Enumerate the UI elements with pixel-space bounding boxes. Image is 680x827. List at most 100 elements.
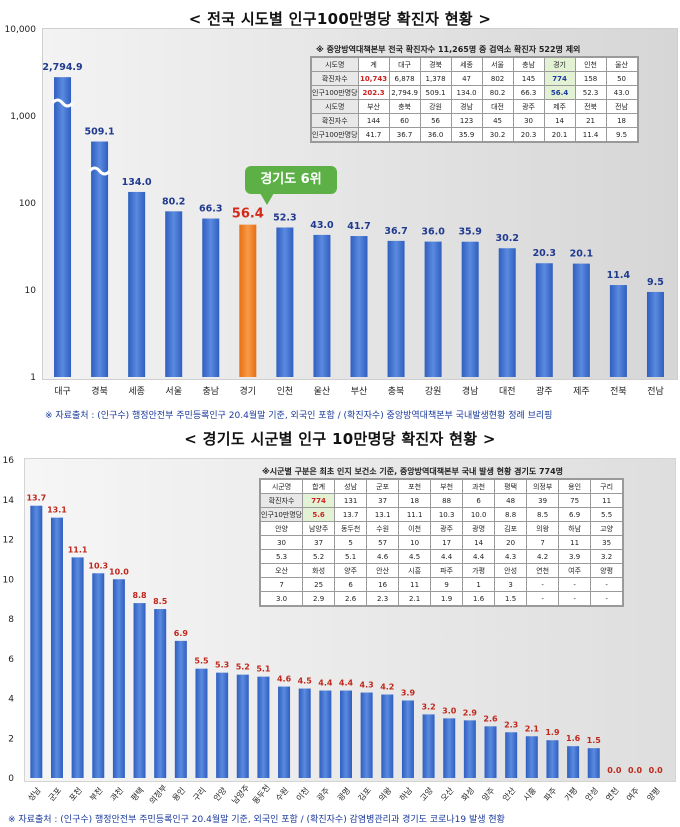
table-cell: 안성 [494,563,528,578]
data-label: 4.3 [360,681,374,690]
table-cell: 평택 [494,479,528,494]
table-cell: 광주 [430,521,464,536]
data-label: 11.1 [68,545,88,554]
table-cell: 25 [302,577,336,592]
table-cell: 3.0 [259,591,304,606]
data-label: 43.0 [310,220,334,231]
table-cell: - [558,591,592,606]
data-label: 36.0 [421,227,445,238]
table-row: 시도명 계 대구 경북 세종 서울 충남 경기 인천 울산 [311,57,638,72]
data-label: 56.4 [232,207,264,222]
table-cell: 11 [558,535,592,550]
table-cell: 9.5 [605,127,638,142]
table-row: 인구100만명당 41.7 36.7 36.0 35.9 30.2 20.3 20.1 11.4… [311,127,638,142]
data-label: 4.6 [277,675,292,684]
table-cell: 1.5 [494,591,528,606]
table-cell: 인구100만명당 [311,85,359,100]
table-cell: 5.2 [302,549,336,564]
table-cell: 2.9 [302,591,336,606]
table-cell: 2.1 [398,591,432,606]
table-cell: 2.3 [366,591,400,606]
data-label: 35.9 [458,227,481,238]
table-cell: 5.5 [590,507,624,522]
data-label: 1.5 [587,736,602,745]
x-tick-label: 가평 [562,785,579,803]
x-tick-label: 대구 [54,386,71,397]
table-cell: 1.6 [462,591,496,606]
x-tick-label: 화성 [460,786,476,803]
x-tick-label: 안성 [583,785,600,803]
x-tick-label: 대전 [499,386,516,397]
top-chart-svg: 1 10 100 1,000 10,000 대구 2,794.9 경북 509.1 세종 134.0… [5,25,664,397]
data-label: 5.1 [256,665,271,674]
y-tick-label: 2 [8,734,14,744]
table-cell: 10.0 [462,507,496,522]
x-tick-label: 김포 [356,785,373,803]
data-label: 52.3 [273,212,296,223]
table-cell: - [590,577,624,592]
table-cell: 남양주 [302,521,336,536]
table-cell: 39 [526,493,560,508]
data-label: 5.3 [215,661,229,670]
bar [350,236,368,377]
bar [381,694,394,778]
table-cell: 시군명 [259,479,304,494]
table-cell: 7 [526,535,560,550]
data-label: 0.0 [649,766,664,775]
table-cell: 5.3 [259,549,304,564]
x-tick-label: 과천 [108,785,125,803]
x-tick-label: 충북 [388,386,405,397]
table-cell: 포천 [398,479,432,494]
bar [239,224,257,377]
table-cell: 합계 [302,479,336,494]
x-tick-label: 구리 [191,786,207,803]
top-summary-table: 시도명 계 대구 경북 세종 서울 충남 경기 인천 울산 확진자수 10,743 6,878 1,378… [310,56,639,143]
table-cell: 6.9 [558,507,592,522]
data-label: 30.2 [496,233,519,244]
data-label: 1.6 [566,734,581,743]
data-label: 11.4 [607,270,631,281]
table-cell: 인구100만명당 [311,127,359,142]
data-label: 5.5 [194,657,209,666]
bar [50,517,63,778]
data-label: 0.0 [628,766,643,775]
data-label: 20.1 [570,249,593,260]
bar [424,241,442,377]
table-cell: 광명 [462,521,496,536]
bar [236,674,249,778]
bar [567,746,580,778]
table-row: 7 25 6 16 11 9 1 3- - - [259,577,624,592]
x-tick-label: 평택 [129,785,146,803]
bar [174,640,187,778]
bar [443,718,456,778]
data-label: 2.1 [525,724,540,733]
table-row: 시도명 부산 충북 강원 경남 대전 광주 제주 전북 전남 [311,99,638,114]
x-tick-label: 양평 [645,785,662,803]
table-cell: 화성 [302,563,336,578]
table-cell: 연천 [526,563,560,578]
data-label: 2.9 [463,708,478,717]
bar [505,732,518,778]
bar [133,603,146,778]
y-tick-label: 10,000 [5,25,37,35]
table-cell: 1 [462,577,496,592]
y-tick-label: 1 [30,373,36,383]
y-tick-label: 0 [8,774,14,784]
data-label: 66.3 [199,204,222,215]
x-tick-label: 용인 [170,785,187,803]
data-label: 9.5 [647,277,664,288]
x-tick-label: 인천 [277,386,294,397]
bar [387,240,405,377]
x-tick-label: 성남 [26,785,43,803]
bar [91,141,109,377]
table-row: 인구100만명당 202.3 2,794.9 509.1 134.0 80.2 66.3 56… [311,85,638,100]
data-label: 10.0 [109,567,129,576]
table-cell: - [590,591,624,606]
y-tick-label: 16 [3,456,15,466]
data-label: 6.9 [174,629,189,638]
rank-callout: 경기도 6위 [245,166,337,194]
data-label: 2.3 [504,720,518,729]
table-cell: 41.7 [357,127,390,142]
x-tick-label: 충남 [202,386,219,397]
bar [216,672,229,778]
